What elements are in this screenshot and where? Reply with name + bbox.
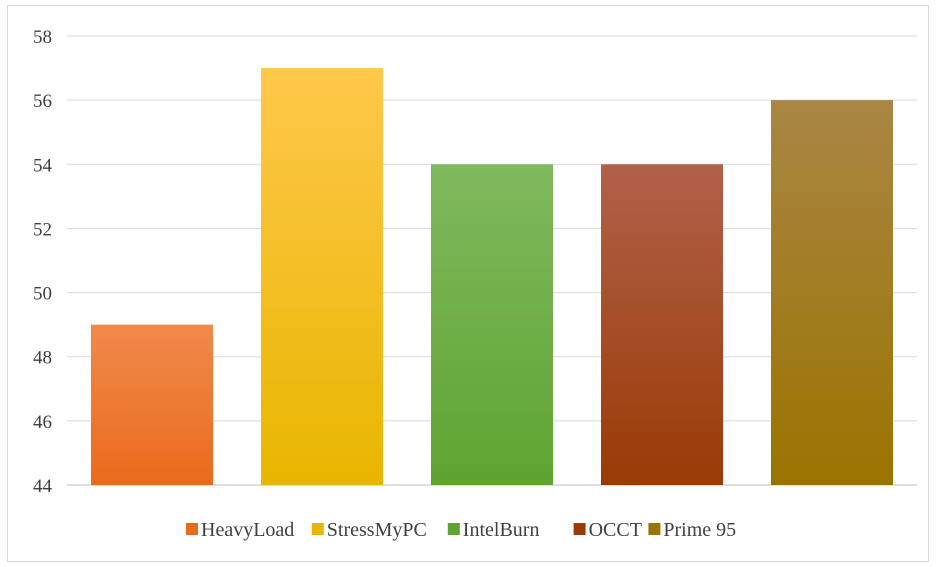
legend-swatch	[311, 523, 324, 535]
bar-intelburn	[431, 164, 553, 486]
legend-label: StressMyPC	[327, 519, 427, 541]
y-tick-label: 56	[33, 91, 52, 112]
bar-stressmypc	[261, 68, 383, 486]
y-tick-label: 44	[33, 476, 53, 497]
legend-swatch	[648, 523, 661, 535]
y-tick-label: 50	[33, 284, 52, 305]
y-tick-label: 54	[33, 155, 53, 176]
legend-swatch	[573, 523, 586, 535]
y-tick-label: 52	[33, 219, 52, 240]
y-tick-label: 58	[33, 27, 52, 48]
legend-label: IntelBurn	[463, 519, 540, 541]
legend-label: Prime 95	[663, 519, 736, 541]
y-tick-label: 46	[33, 412, 52, 433]
legend: HeavyLoad StressMyPC IntelBurn OCCT Prime 95	[186, 519, 736, 541]
legend-swatch	[447, 523, 460, 535]
legend-label: HeavyLoad	[201, 519, 294, 541]
bar-heavyload	[91, 324, 213, 485]
y-tick-label: 48	[33, 348, 52, 369]
bar-prime-95	[771, 100, 893, 486]
legend-swatch	[186, 523, 198, 535]
bars	[91, 68, 893, 486]
legend-label: OCCT	[589, 519, 642, 541]
y-axis: 44 46 48 50 52 54 56 58	[33, 27, 53, 497]
bar-occt	[601, 164, 723, 486]
